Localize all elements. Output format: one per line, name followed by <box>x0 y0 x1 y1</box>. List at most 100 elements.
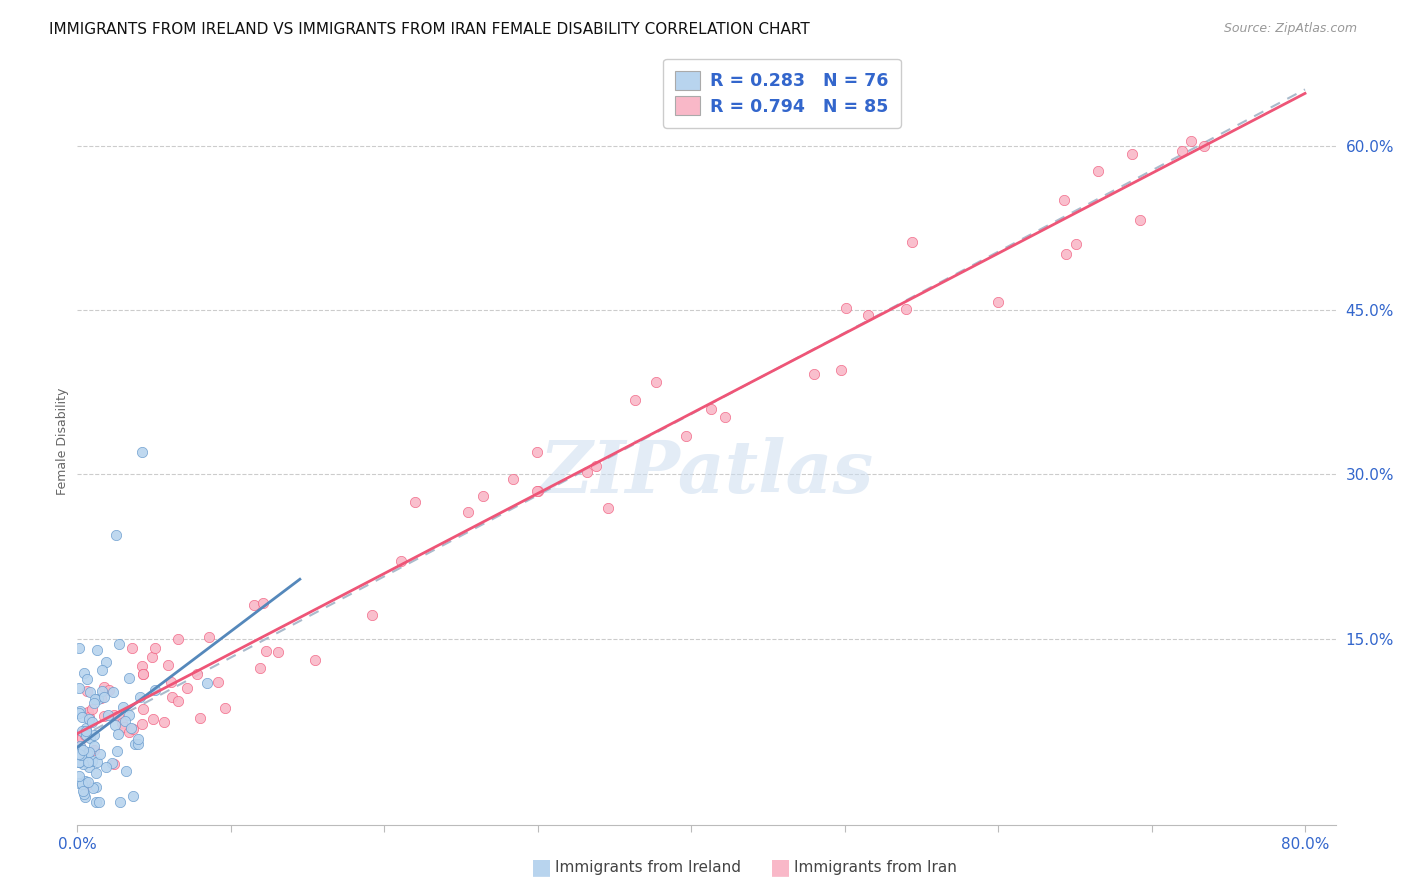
Point <box>129 690 152 704</box>
Point <box>93 709 115 723</box>
Point <box>214 701 236 715</box>
Point <box>896 301 918 316</box>
Point <box>141 650 163 665</box>
Point <box>803 367 825 381</box>
Point <box>254 644 277 658</box>
Point <box>188 711 211 725</box>
Point <box>76 673 98 687</box>
Point <box>127 731 149 746</box>
Point <box>122 789 145 804</box>
Point <box>76 706 98 720</box>
Point <box>69 704 91 718</box>
Point <box>76 775 98 789</box>
Point <box>67 769 90 783</box>
Point <box>131 445 153 459</box>
Point <box>70 725 93 739</box>
Point <box>72 783 94 797</box>
Point <box>79 731 101 746</box>
Point <box>361 607 384 622</box>
Point <box>1087 164 1109 178</box>
Point <box>167 694 190 708</box>
Point <box>80 701 103 715</box>
Point <box>73 665 96 680</box>
Point <box>142 712 165 726</box>
Point <box>121 641 143 656</box>
Point <box>267 645 290 659</box>
Point <box>87 691 110 706</box>
Point <box>526 484 548 499</box>
Point <box>105 744 128 758</box>
Point <box>87 795 110 809</box>
Point <box>77 705 100 719</box>
Point <box>596 500 619 515</box>
Point <box>93 681 115 695</box>
Point <box>72 743 94 757</box>
Point <box>110 795 132 809</box>
Point <box>90 663 112 677</box>
Point <box>83 696 105 710</box>
Point <box>132 666 155 681</box>
Point <box>457 505 479 519</box>
Point <box>75 790 97 805</box>
Point <box>73 774 96 789</box>
Point <box>67 756 90 770</box>
Point <box>67 755 90 769</box>
Point <box>67 681 90 696</box>
Point <box>107 708 129 723</box>
Text: ZIPatlas: ZIPatlas <box>540 437 873 508</box>
Point <box>404 495 426 509</box>
Point <box>67 737 90 751</box>
Point <box>624 393 647 408</box>
Point <box>69 739 91 754</box>
Point <box>82 754 104 768</box>
Point <box>77 710 100 724</box>
Point <box>249 661 271 675</box>
Point <box>75 721 97 735</box>
Point <box>112 720 135 734</box>
Point <box>76 746 98 760</box>
Point <box>207 675 229 690</box>
Point <box>132 667 155 681</box>
Point <box>75 728 97 742</box>
Point <box>117 708 139 723</box>
Point <box>198 630 221 644</box>
Point <box>97 707 120 722</box>
Point <box>77 760 100 774</box>
Point <box>73 728 96 742</box>
Point <box>108 637 131 651</box>
Point <box>243 598 266 612</box>
Text: Immigrants from Iran: Immigrants from Iran <box>794 860 957 874</box>
Point <box>80 715 103 730</box>
Text: Source: ZipAtlas.com: Source: ZipAtlas.com <box>1223 22 1357 36</box>
Point <box>124 737 146 751</box>
Point <box>389 554 412 568</box>
Point <box>120 721 142 735</box>
Text: ■: ■ <box>531 857 551 877</box>
Point <box>77 712 100 726</box>
Point <box>67 706 90 720</box>
Point <box>115 764 138 779</box>
Point <box>585 459 607 474</box>
Point <box>72 731 94 746</box>
Point <box>121 722 143 736</box>
Point <box>79 685 101 699</box>
Point <box>101 756 124 771</box>
Point <box>145 682 167 697</box>
Point <box>111 715 134 730</box>
Point <box>117 671 139 685</box>
Point <box>83 728 105 742</box>
Point <box>82 781 104 796</box>
Point <box>131 659 153 673</box>
Point <box>70 724 93 739</box>
Text: Immigrants from Ireland: Immigrants from Ireland <box>555 860 741 874</box>
Point <box>1121 146 1143 161</box>
Legend: R = 0.283   N = 76, R = 0.794   N = 85: R = 0.283 N = 76, R = 0.794 N = 85 <box>664 59 901 128</box>
Point <box>304 653 326 667</box>
Point <box>97 682 120 697</box>
Point <box>160 675 183 690</box>
Point <box>77 745 100 759</box>
Point <box>132 702 155 716</box>
Point <box>645 376 668 390</box>
Point <box>153 715 176 730</box>
Point <box>104 527 127 541</box>
